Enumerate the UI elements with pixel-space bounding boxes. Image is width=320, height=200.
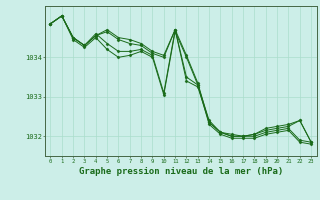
X-axis label: Graphe pression niveau de la mer (hPa): Graphe pression niveau de la mer (hPa) (79, 167, 283, 176)
